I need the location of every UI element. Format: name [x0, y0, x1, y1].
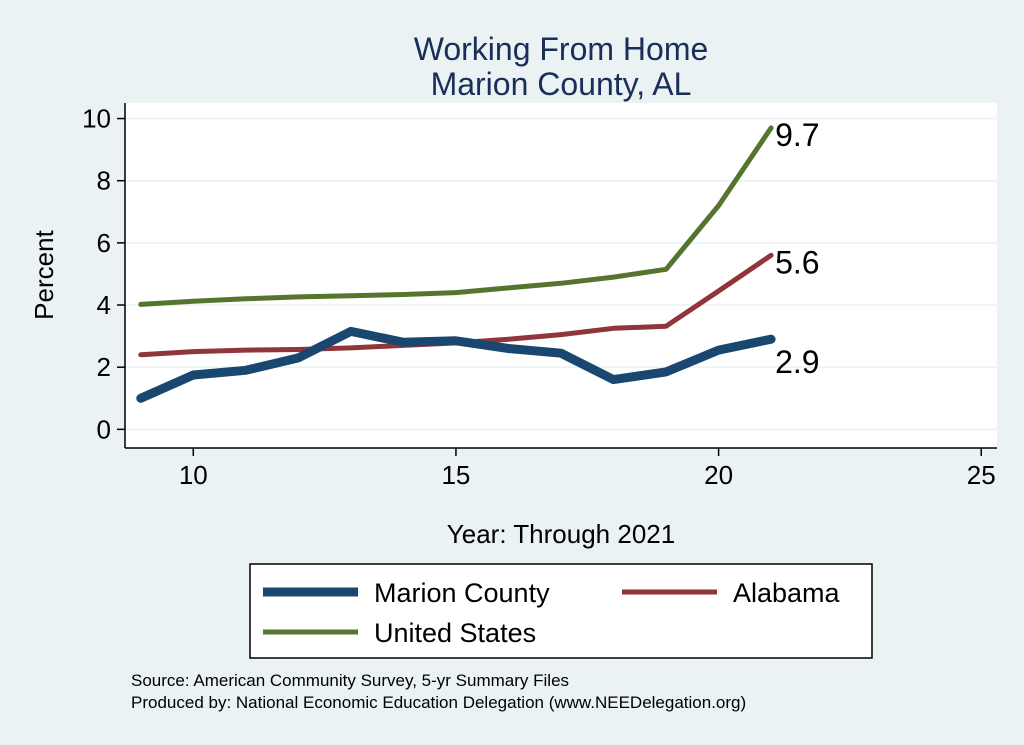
y-axis-title: Percent	[29, 229, 59, 319]
x-tick-label-20: 20	[704, 460, 733, 490]
legend-label-united-states: United States	[374, 618, 536, 648]
series-lines	[136, 125, 776, 403]
legend: Marion County Alabama United States	[249, 563, 873, 659]
y-tick-label-6: 6	[97, 228, 111, 258]
y-tick-label-2: 2	[97, 352, 111, 382]
plot-area	[125, 103, 997, 448]
axes: 0 2 4 6 8 10 10 15 20 25	[82, 103, 997, 490]
source-note: Source: American Community Survey, 5-yr …	[131, 671, 569, 690]
legend-label-alabama: Alabama	[733, 578, 841, 608]
producer-note: Produced by: National Economic Education…	[131, 693, 746, 712]
chart-title-line-1: Working From Home	[414, 31, 709, 67]
x-tick-label-10: 10	[179, 460, 208, 490]
end-label-alabama: 5.6	[775, 244, 819, 280]
legend-label-marion-county: Marion County	[374, 578, 550, 608]
series-line-marion-county	[136, 326, 776, 403]
end-label-united-states: 9.7	[775, 117, 819, 153]
legend-box	[249, 563, 873, 659]
end-label-marion-county: 2.9	[775, 344, 819, 380]
y-tick-label-4: 4	[97, 290, 111, 320]
y-tick-label-10: 10	[82, 104, 111, 134]
y-tick-label-0: 0	[97, 414, 111, 444]
chart-title-line-2: Marion County, AL	[431, 66, 692, 102]
x-tick-label-15: 15	[441, 460, 470, 490]
end-labels: 2.9 5.6 9.7	[775, 117, 819, 380]
y-tick-label-8: 8	[97, 166, 111, 196]
x-axis-title: Year: Through 2021	[447, 519, 675, 549]
x-tick-label-25: 25	[967, 460, 996, 490]
series-line-united-states	[138, 125, 774, 307]
